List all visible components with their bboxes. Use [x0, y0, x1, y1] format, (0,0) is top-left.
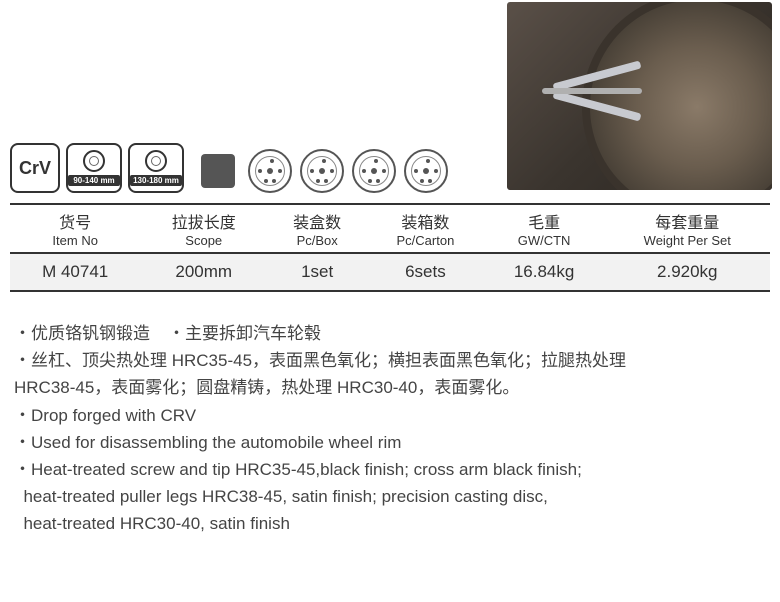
desc-en-line1: ・Drop forged with CRV: [14, 402, 766, 429]
disc-icon-1: [248, 149, 292, 193]
cell-scope: 200mm: [140, 253, 267, 291]
disc-icon-3: [352, 149, 396, 193]
product-photo: [507, 2, 772, 190]
description: ・优质铬钒钢锻造・主要拆卸汽车轮毂 ・丝杠、顶尖热处理 HRC35-45，表面黑…: [14, 320, 766, 538]
cell-item-no: M 40741: [10, 253, 140, 291]
table-row: M 40741 200mm 1set 6sets 16.84kg 2.920kg: [10, 253, 770, 291]
desc-cn-line1: ・优质铬钒钢锻造・主要拆卸汽车轮毂: [14, 320, 766, 347]
crv-badge: CrV: [10, 143, 60, 193]
badge-row: CrV 90-140 mm 130-180 mm: [10, 143, 448, 193]
th-gw: 毛重GW/CTN: [484, 204, 605, 253]
hub-icon: [196, 151, 240, 191]
th-scope: 拉拔长度Scope: [140, 204, 267, 253]
spec-table: 货号Item No 拉拔长度Scope 装盒数Pc/Box 装箱数Pc/Cart…: [10, 203, 770, 292]
size-badge-1: 90-140 mm: [66, 143, 122, 193]
th-item-no: 货号Item No: [10, 204, 140, 253]
desc-cn-line2: ・丝杠、顶尖热处理 HRC35-45，表面黑色氧化；横担表面黑色氧化；拉腿热处理: [14, 347, 766, 374]
cell-weight: 2.920kg: [605, 253, 770, 291]
size-badge-2: 130-180 mm: [128, 143, 184, 193]
top-area: CrV 90-140 mm 130-180 mm: [0, 0, 780, 195]
desc-en-line3: ・Heat-treated screw and tip HRC35-45,bla…: [14, 456, 766, 483]
desc-en-line5: heat-treated HRC30-40, satin finish: [14, 510, 766, 537]
disc-icon-4: [404, 149, 448, 193]
desc-cn-line3: HRC38-45，表面雾化；圆盘精铸，热处理 HRC30-40，表面雾化。: [14, 374, 766, 401]
desc-en-line2: ・Used for disassembling the automobile w…: [14, 429, 766, 456]
th-pc-carton: 装箱数Pc/Carton: [367, 204, 483, 253]
puller-tool: [532, 62, 672, 132]
th-pc-box: 装盒数Pc/Box: [267, 204, 367, 253]
th-weight: 每套重量Weight Per Set: [605, 204, 770, 253]
diagram-group: [196, 149, 448, 193]
size-label-2: 130-180 mm: [130, 175, 182, 186]
table-header-row: 货号Item No 拉拔长度Scope 装盒数Pc/Box 装箱数Pc/Cart…: [10, 204, 770, 253]
size-label-1: 90-140 mm: [68, 175, 120, 186]
cell-gw: 16.84kg: [484, 253, 605, 291]
cell-pc-carton: 6sets: [367, 253, 483, 291]
desc-en-line4: heat-treated puller legs HRC38-45, satin…: [14, 483, 766, 510]
cell-pc-box: 1set: [267, 253, 367, 291]
disc-icon-2: [300, 149, 344, 193]
